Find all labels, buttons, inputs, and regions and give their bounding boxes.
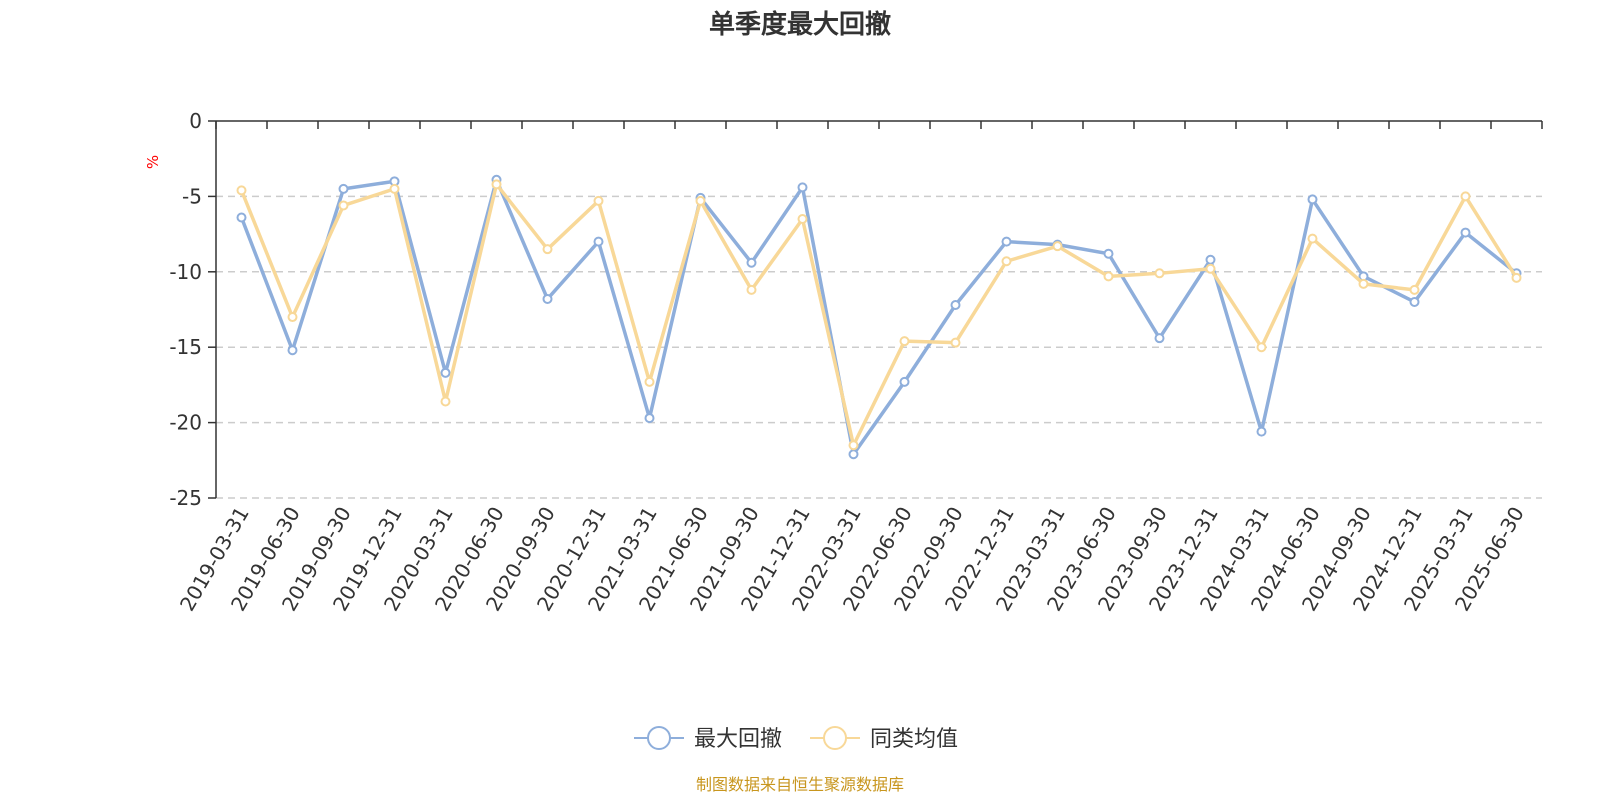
data-point[interactable] [1256, 426, 1267, 437]
data-point[interactable] [287, 345, 298, 356]
data-point[interactable] [644, 376, 655, 387]
data-point[interactable] [1001, 256, 1012, 267]
series-line [239, 182, 1518, 447]
data-source-note: 制图数据来自恒生聚源数据库 [696, 775, 904, 794]
data-point[interactable] [287, 312, 298, 323]
series-2 [236, 179, 1522, 451]
data-point[interactable] [542, 293, 553, 304]
data-point[interactable] [1103, 248, 1114, 259]
series-line [239, 178, 1518, 457]
data-point[interactable] [1205, 263, 1216, 274]
data-point[interactable] [1307, 194, 1318, 205]
y-tick-label: -15 [169, 335, 202, 359]
data-point[interactable] [1511, 272, 1522, 283]
data-point[interactable] [1460, 227, 1471, 238]
series-lines [236, 174, 1522, 460]
data-point[interactable] [338, 200, 349, 211]
data-point[interactable] [899, 336, 910, 347]
series-1 [236, 174, 1522, 460]
legend-item-series-2[interactable]: 同类均值 [810, 726, 958, 752]
data-point[interactable] [746, 284, 757, 295]
data-point[interactable] [593, 195, 604, 206]
data-point[interactable] [236, 212, 247, 223]
grid-lines [216, 195, 1542, 499]
data-point[interactable] [797, 182, 808, 193]
data-point[interactable] [950, 299, 961, 310]
data-point[interactable] [1256, 342, 1267, 353]
data-point[interactable] [1205, 254, 1216, 265]
data-point[interactable] [1307, 233, 1318, 244]
data-point[interactable] [491, 179, 502, 190]
y-tick-label: -25 [169, 486, 202, 510]
legend-label-series-1: 最大回撤 [694, 727, 782, 752]
data-point[interactable] [899, 376, 910, 387]
y-tick-label: -5 [182, 184, 202, 208]
data-point[interactable] [644, 413, 655, 424]
data-point[interactable] [797, 214, 808, 225]
data-point[interactable] [1409, 284, 1420, 295]
y-tick-label: 0 [189, 109, 202, 133]
y-axis-unit-label: % [144, 155, 162, 169]
data-point[interactable] [848, 440, 859, 451]
data-point[interactable] [1154, 268, 1165, 279]
data-point[interactable] [1358, 278, 1369, 289]
data-point[interactable] [389, 183, 400, 194]
data-point[interactable] [746, 257, 757, 268]
data-point[interactable] [440, 396, 451, 407]
data-point[interactable] [338, 183, 349, 194]
y-tick-label: -10 [169, 260, 202, 284]
y-tick-label: -20 [169, 411, 202, 435]
chart-title: 单季度最大回撤 [709, 9, 891, 40]
data-point[interactable] [1154, 333, 1165, 344]
data-point[interactable] [593, 236, 604, 247]
data-point[interactable] [695, 195, 706, 206]
data-point[interactable] [542, 244, 553, 255]
data-point[interactable] [440, 367, 451, 378]
data-point[interactable] [1001, 236, 1012, 247]
data-point[interactable] [1409, 296, 1420, 307]
data-point[interactable] [950, 337, 961, 348]
data-point[interactable] [1460, 191, 1471, 202]
legend-item-series-1[interactable]: 最大回撤 [634, 726, 782, 752]
data-point[interactable] [236, 185, 247, 196]
legend: 最大回撤 同类均值 [634, 726, 958, 752]
data-point[interactable] [1103, 271, 1114, 282]
data-point[interactable] [1052, 241, 1063, 252]
legend-label-series-2: 同类均值 [870, 727, 958, 752]
data-point[interactable] [848, 449, 859, 460]
